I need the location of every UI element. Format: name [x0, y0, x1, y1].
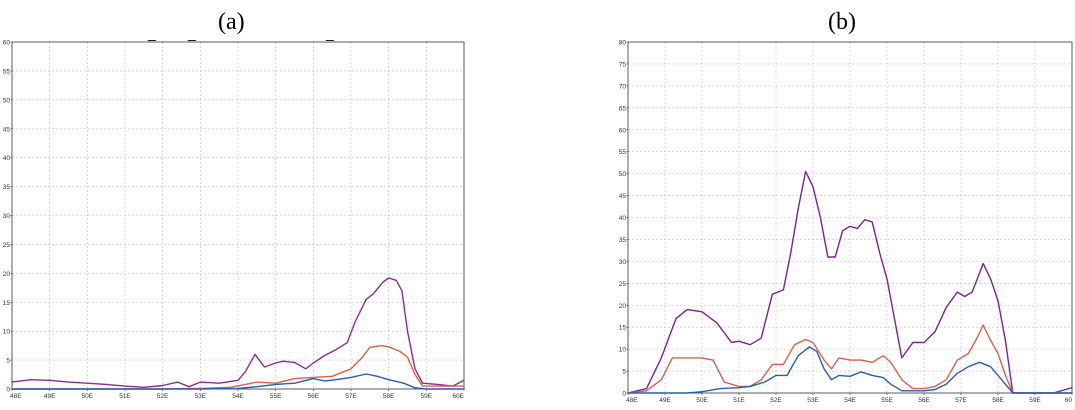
panel-b-x-tick: 52E — [770, 397, 782, 404]
panel-b-x-tick: 57E — [955, 397, 967, 404]
panel-b-y-tick: 15 — [619, 325, 627, 332]
panel-a-x-tick: 57E — [345, 393, 357, 400]
panel-a-series-1-line — [11, 277, 465, 388]
panel-a-y-tick: 45 — [3, 126, 11, 133]
panel-b-x-tick: 49E — [659, 397, 671, 404]
panel-a-x-tick: 56E — [308, 393, 320, 400]
panel-a-y-tick: 25 — [3, 242, 11, 249]
panel-a-x-tick: 59E — [421, 393, 433, 400]
panel-a-x-tick: 54E — [232, 393, 244, 400]
panel-a-x-tick: 50E — [82, 393, 94, 400]
panel-a-y-tick: 40 — [3, 155, 11, 162]
panel-a-y-tick: 30 — [3, 213, 11, 220]
panel-b-y-tick: 10 — [619, 347, 627, 354]
panel-b-x-tick: 51E — [733, 397, 745, 404]
panel-b-x-tick: 50E — [696, 397, 708, 404]
panel-a-x-tick: 48E — [10, 393, 22, 400]
panel-b-y-tick: 55 — [619, 149, 627, 156]
panel-a-x-tick: 55E — [270, 393, 282, 400]
panel-b-y-tick: 40 — [619, 215, 627, 222]
panel-b-y-tick: 70 — [619, 83, 627, 90]
panel-b-y-tick: 30 — [619, 259, 627, 266]
panel-b-title: (b) — [828, 9, 856, 35]
panel-a-title: (a) — [218, 9, 245, 35]
panel-a-x-tick: 51E — [119, 393, 131, 400]
panel-b-series-1-line — [627, 170, 1073, 394]
panel-a-mark-1: _ — [148, 25, 156, 41]
panel-b-y-tick: 35 — [619, 237, 627, 244]
panel-b-y-tick: 60 — [619, 127, 627, 134]
panel-b-y-tick: 80 — [619, 40, 627, 47]
panel-b-y-tick: 25 — [619, 281, 627, 288]
panel-a-y-tick: 20 — [3, 271, 11, 278]
panel-a-series-3-line — [11, 373, 465, 390]
panel-a-y-tick: 10 — [3, 329, 11, 336]
panel-a-y-tick: 55 — [3, 68, 11, 75]
panel-b-x-tick: 60 — [1065, 397, 1073, 404]
panel-a-y-tick: 5 — [6, 358, 10, 365]
panel-b-series-2-line — [627, 324, 1073, 394]
panel-a-x-tick: 53E — [195, 393, 207, 400]
panel-b-y-tick: 65 — [619, 105, 627, 112]
panel-a-x-tick: 49E — [44, 393, 56, 400]
panel-b-y-tick: 0 — [622, 391, 626, 398]
panel-a-x-tick: 58E — [383, 393, 395, 400]
panel-a-mark-2: _ — [188, 25, 196, 41]
panel-b-y-tick: 50 — [619, 171, 627, 178]
panel-a-y-tick: 15 — [3, 300, 11, 307]
panel-b-y-tick: 5 — [622, 369, 626, 376]
panel-a-x-tick: 52E — [157, 393, 169, 400]
panel-a-x-tick: 60E — [452, 393, 464, 400]
panel-b-x-tick: 55E — [881, 397, 893, 404]
panel-a-mark-3: _ — [326, 25, 334, 41]
panel-b-x-tick: 58E — [992, 397, 1004, 404]
panel-b-series-3-line — [627, 346, 1073, 394]
panel-a-y-tick: 50 — [3, 97, 11, 104]
panel-a-y-tick: 60 — [3, 40, 11, 47]
panel-a-y-tick: 35 — [3, 184, 11, 191]
panel-b-y-tick: 75 — [619, 61, 627, 68]
panel-b-y-tick: 20 — [619, 303, 627, 310]
panel-b-x-tick: 56E — [918, 397, 930, 404]
panel-a-y-tick: 0 — [6, 387, 10, 394]
panel-b-x-tick: 48E — [626, 397, 638, 404]
panel-b-y-tick: 45 — [619, 193, 627, 200]
panel-b-x-tick: 54E — [844, 397, 856, 404]
panel-b-x-tick: 59E — [1029, 397, 1041, 404]
panel-b-x-tick: 53E — [807, 397, 819, 404]
